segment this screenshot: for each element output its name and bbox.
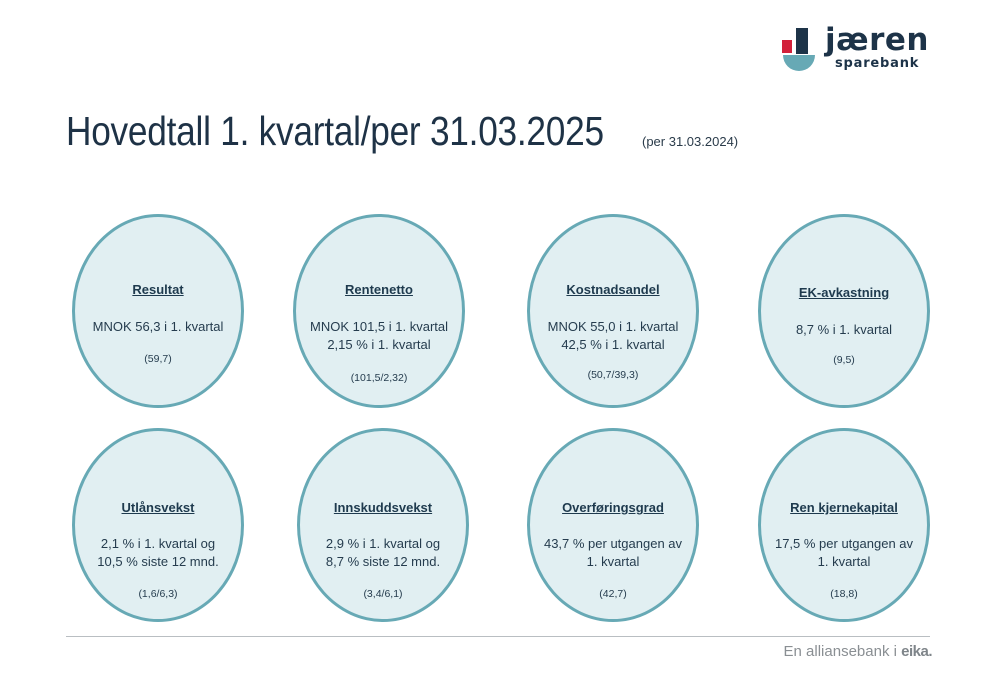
footer-text: En alliansebank i (783, 643, 897, 660)
logo-subtitle: sparebank (835, 56, 920, 71)
kpi-value: MNOK 56,3 i 1. kvartal (92, 319, 224, 334)
kpi-ren-kjernekapital: Ren kjernekapital 17,5 % per utgangen av… (758, 428, 930, 622)
kpi-heading: Kostnadsandel (566, 282, 660, 297)
page-title: Hovedtall 1. kvartal/per 31.03.2025 (66, 108, 604, 154)
logo-wordmark: jæren (825, 22, 929, 58)
kpi-previous: (59,7) (144, 353, 172, 365)
kpi-value: 43,7 % per utgangen av 1. kvartal (543, 536, 683, 569)
kpi-heading: Overføringsgrad (562, 500, 664, 515)
kpi-previous: (50,7/39,3) (587, 369, 639, 381)
kpi-resultat: Resultat MNOK 56,3 i 1. kvartal (59,7) (72, 214, 244, 408)
kpi-kostnadsandel: Kostnadsandel MNOK 55,0 i 1. kvartal 42,… (527, 214, 699, 408)
kpi-previous: (3,4/6,1) (363, 588, 403, 600)
kpi-heading: Innskuddsvekst (333, 500, 433, 515)
kpi-value: MNOK 55,0 i 1. kvartal 42,5 % i 1. kvart… (547, 319, 679, 352)
kpi-previous: (42,7) (599, 588, 627, 600)
kpi-heading: Utlånsvekst (121, 500, 195, 515)
kpi-value: 2,1 % i 1. kvartal og 10,5 % siste 12 mn… (97, 536, 219, 569)
kpi-value: MNOK 101,5 i 1. kvartal 2,15 % i 1. kvar… (310, 319, 448, 352)
footer-divider (66, 636, 930, 637)
kpi-utlansvekst: Utlånsvekst 2,1 % i 1. kvartal og 10,5 %… (72, 428, 244, 622)
footer-alliance: En alliansebank i eika. (783, 643, 933, 660)
jaeren-sparebank-logo: jæren sparebank (782, 22, 942, 76)
jaeren-logo-mark-icon (782, 28, 815, 71)
kpi-heading: EK-avkastning (798, 285, 890, 300)
kpi-innskuddsvekst: Innskuddsvekst 2,9 % i 1. kvartal og 8,7… (297, 428, 469, 622)
kpi-value: 8,7 % i 1. kvartal (795, 322, 893, 337)
page-title-row: Hovedtall 1. kvartal/per 31.03.2025 (per… (66, 108, 738, 155)
page-title-comparison: (per 31.03.2024) (642, 134, 739, 149)
kpi-heading: Resultat (132, 282, 184, 297)
kpi-overforingsgrad: Overføringsgrad 43,7 % per utgangen av 1… (527, 428, 699, 622)
eika-logo: eika. (901, 643, 932, 660)
kpi-previous: (1,6/6,3) (138, 588, 178, 600)
kpi-previous: (9,5) (833, 354, 855, 366)
kpi-heading: Rentenetto (345, 282, 413, 297)
kpi-previous: (101,5/2,32) (350, 372, 408, 384)
kpi-value: 2,9 % i 1. kvartal og 8,7 % siste 12 mnd… (325, 536, 441, 569)
kpi-ek-avkastning: EK-avkastning 8,7 % i 1. kvartal (9,5) (758, 214, 930, 408)
kpi-previous: (18,8) (830, 588, 858, 600)
kpi-heading: Ren kjernekapital (790, 500, 898, 515)
kpi-value: 17,5 % per utgangen av 1. kvartal (774, 536, 914, 569)
kpi-rentenetto: Rentenetto MNOK 101,5 i 1. kvartal 2,15 … (293, 214, 465, 408)
